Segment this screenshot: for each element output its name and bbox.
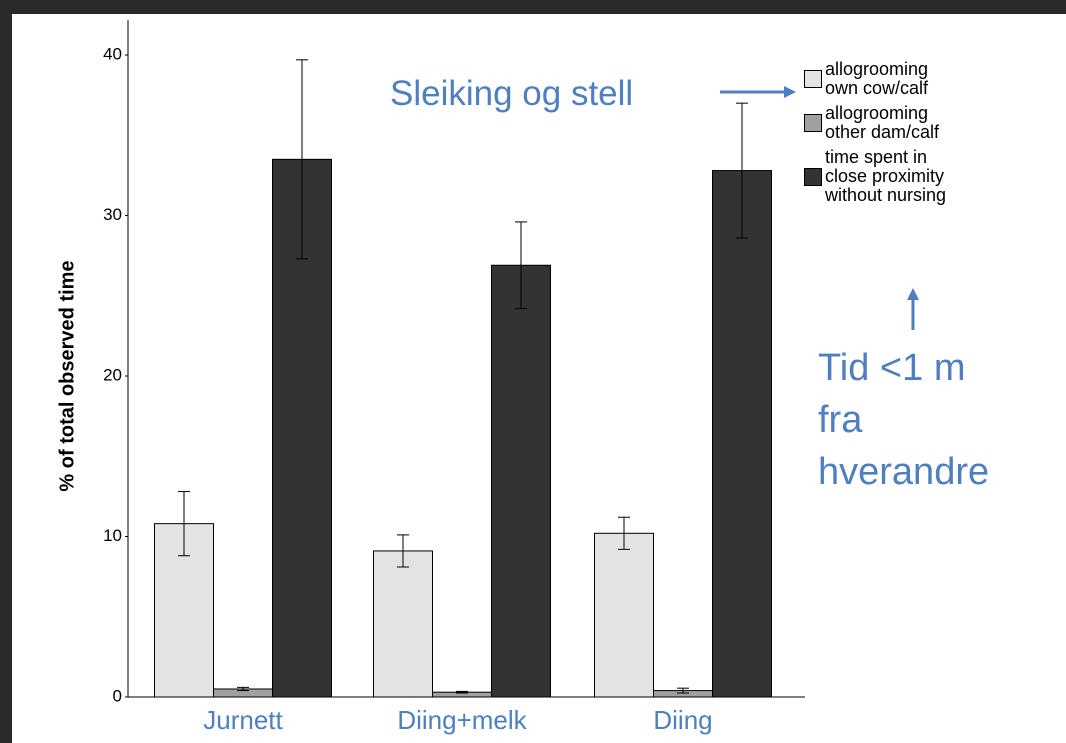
bar (374, 551, 433, 697)
x-tick-label: Diing+melk (397, 705, 527, 735)
legend-swatch (804, 168, 822, 186)
y-tick-label: 30 (103, 205, 122, 224)
legend-entry: allogrooming other dam/calf (804, 104, 963, 142)
legend-swatch (804, 70, 822, 88)
bar (595, 533, 654, 697)
legend-label: time spent in close proximity without nu… (825, 148, 963, 205)
y-axis-label: % of total observed time (56, 260, 78, 491)
legend-entry: allogrooming own cow/calf (804, 60, 963, 98)
legend-swatch (804, 114, 822, 132)
x-tick-label: Jurnett (203, 705, 283, 735)
annotation-arrowhead (784, 86, 796, 98)
x-tick-label: Diing (653, 705, 712, 735)
y-tick-label: 20 (103, 365, 122, 384)
y-tick-label: 10 (103, 526, 122, 545)
legend-entry: time spent in close proximity without nu… (804, 148, 963, 205)
annotation: Tid <1 m fra hverandre (818, 342, 1018, 498)
bar (492, 265, 551, 697)
y-tick-label: 40 (103, 44, 122, 63)
page: % of total observed time 0 10 20 30 40 Jurnet… (0, 0, 1066, 743)
y-tick-label: 0 (113, 686, 122, 705)
legend: allogrooming own cow/calf allogrooming ot… (804, 60, 963, 211)
bar (713, 171, 772, 697)
legend-label: allogrooming other dam/calf (825, 104, 963, 142)
legend-label: allogrooming own cow/calf (825, 60, 963, 98)
annotation: Sleiking og stell (390, 74, 633, 114)
annotation-arrowhead (907, 288, 919, 300)
